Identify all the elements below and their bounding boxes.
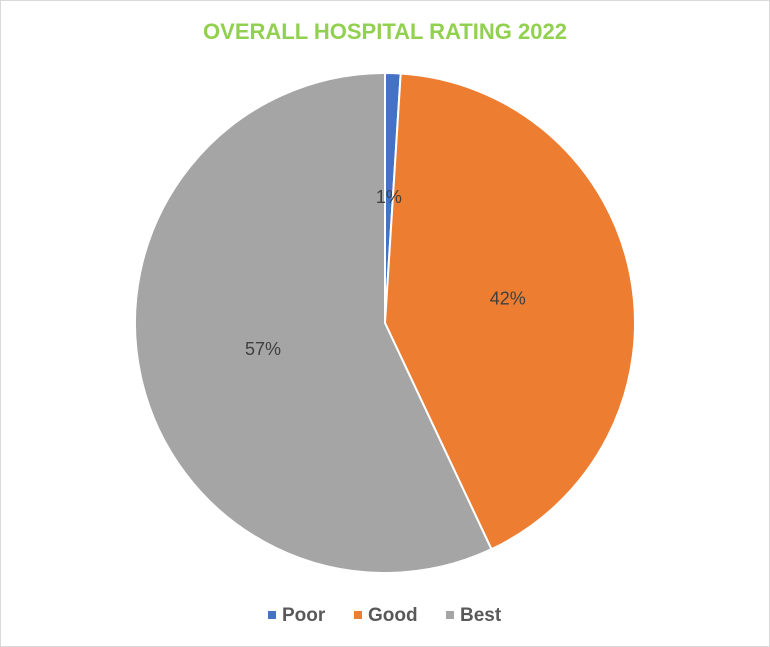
data-label: 42% <box>490 288 526 308</box>
chart-title: OVERALL HOSPITAL RATING 2022 <box>203 19 567 44</box>
legend-swatch <box>268 611 276 619</box>
pie-slice <box>134 71 493 574</box>
pie-slice <box>383 72 636 551</box>
data-label: 57% <box>245 339 281 359</box>
legend-label: Poor <box>282 605 326 626</box>
legend-label: Good <box>368 605 418 626</box>
legend-label: Best <box>460 605 502 626</box>
legend-swatch <box>446 611 454 619</box>
legend-swatch <box>354 611 362 619</box>
data-label: 1% <box>376 187 402 207</box>
